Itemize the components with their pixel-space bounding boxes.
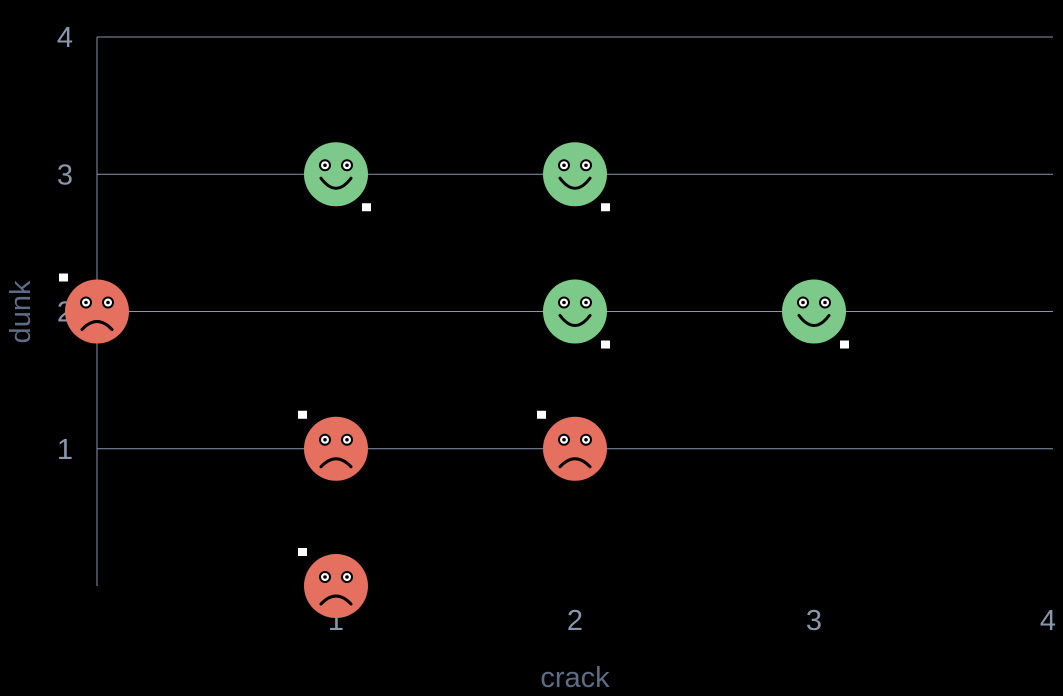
pupil <box>345 575 349 579</box>
frowny-face-icon <box>298 410 368 481</box>
smile-mouth <box>558 314 592 327</box>
frown-mouth <box>319 594 353 606</box>
point-marker <box>601 203 610 212</box>
point-marker <box>601 340 610 349</box>
point-marker <box>298 410 307 419</box>
pupil <box>801 300 805 305</box>
face-circle <box>304 142 368 207</box>
x-tick-label: 4 <box>1040 605 1056 637</box>
frown-mouth <box>80 320 114 331</box>
smiley-face-icon <box>543 142 610 212</box>
pupil <box>823 300 827 305</box>
frown-mouth <box>558 457 592 469</box>
y-tick-label: 3 <box>57 159 73 191</box>
smiley-face-icon <box>304 142 371 212</box>
point-marker <box>362 203 371 212</box>
frowny-face-icon <box>298 548 368 618</box>
point-marker <box>298 548 307 556</box>
frown-mouth <box>319 457 353 469</box>
face-circle <box>304 416 368 481</box>
pupil <box>584 300 588 305</box>
point-marker <box>840 340 849 349</box>
pupil <box>562 163 566 168</box>
pupil <box>584 163 588 168</box>
point-marker <box>59 273 68 282</box>
x-tick-label: 3 <box>806 605 822 637</box>
face-circle <box>543 142 607 207</box>
pupil <box>345 163 349 168</box>
smile-mouth <box>319 176 353 190</box>
face-circle <box>543 279 607 344</box>
pupil <box>345 437 349 442</box>
data-points <box>59 142 849 618</box>
x-axis-title: crack <box>540 662 610 694</box>
face-circle <box>543 416 607 481</box>
y-tick-label: 4 <box>57 22 73 54</box>
smile-mouth <box>558 176 592 190</box>
smile-mouth <box>797 314 831 327</box>
x-tick-label: 2 <box>567 605 583 637</box>
pupil <box>562 300 566 305</box>
frowny-face-icon <box>59 273 129 344</box>
pupil <box>562 437 566 442</box>
frowny-face-icon <box>537 410 607 481</box>
pupil <box>584 437 588 442</box>
y-axis-title: dunk <box>5 280 37 343</box>
face-circle <box>304 554 368 618</box>
pupil <box>84 300 88 305</box>
pupil <box>323 163 327 168</box>
face-circle <box>782 279 846 344</box>
face-circle <box>65 279 129 344</box>
pupil <box>106 300 110 305</box>
smiley-face-icon <box>782 279 849 349</box>
y-tick-label: 1 <box>57 434 73 466</box>
smiley-face-icon <box>543 279 610 349</box>
point-marker <box>537 410 546 419</box>
gridlines <box>97 36 1053 450</box>
pupil <box>323 575 327 579</box>
pupil <box>323 437 327 442</box>
